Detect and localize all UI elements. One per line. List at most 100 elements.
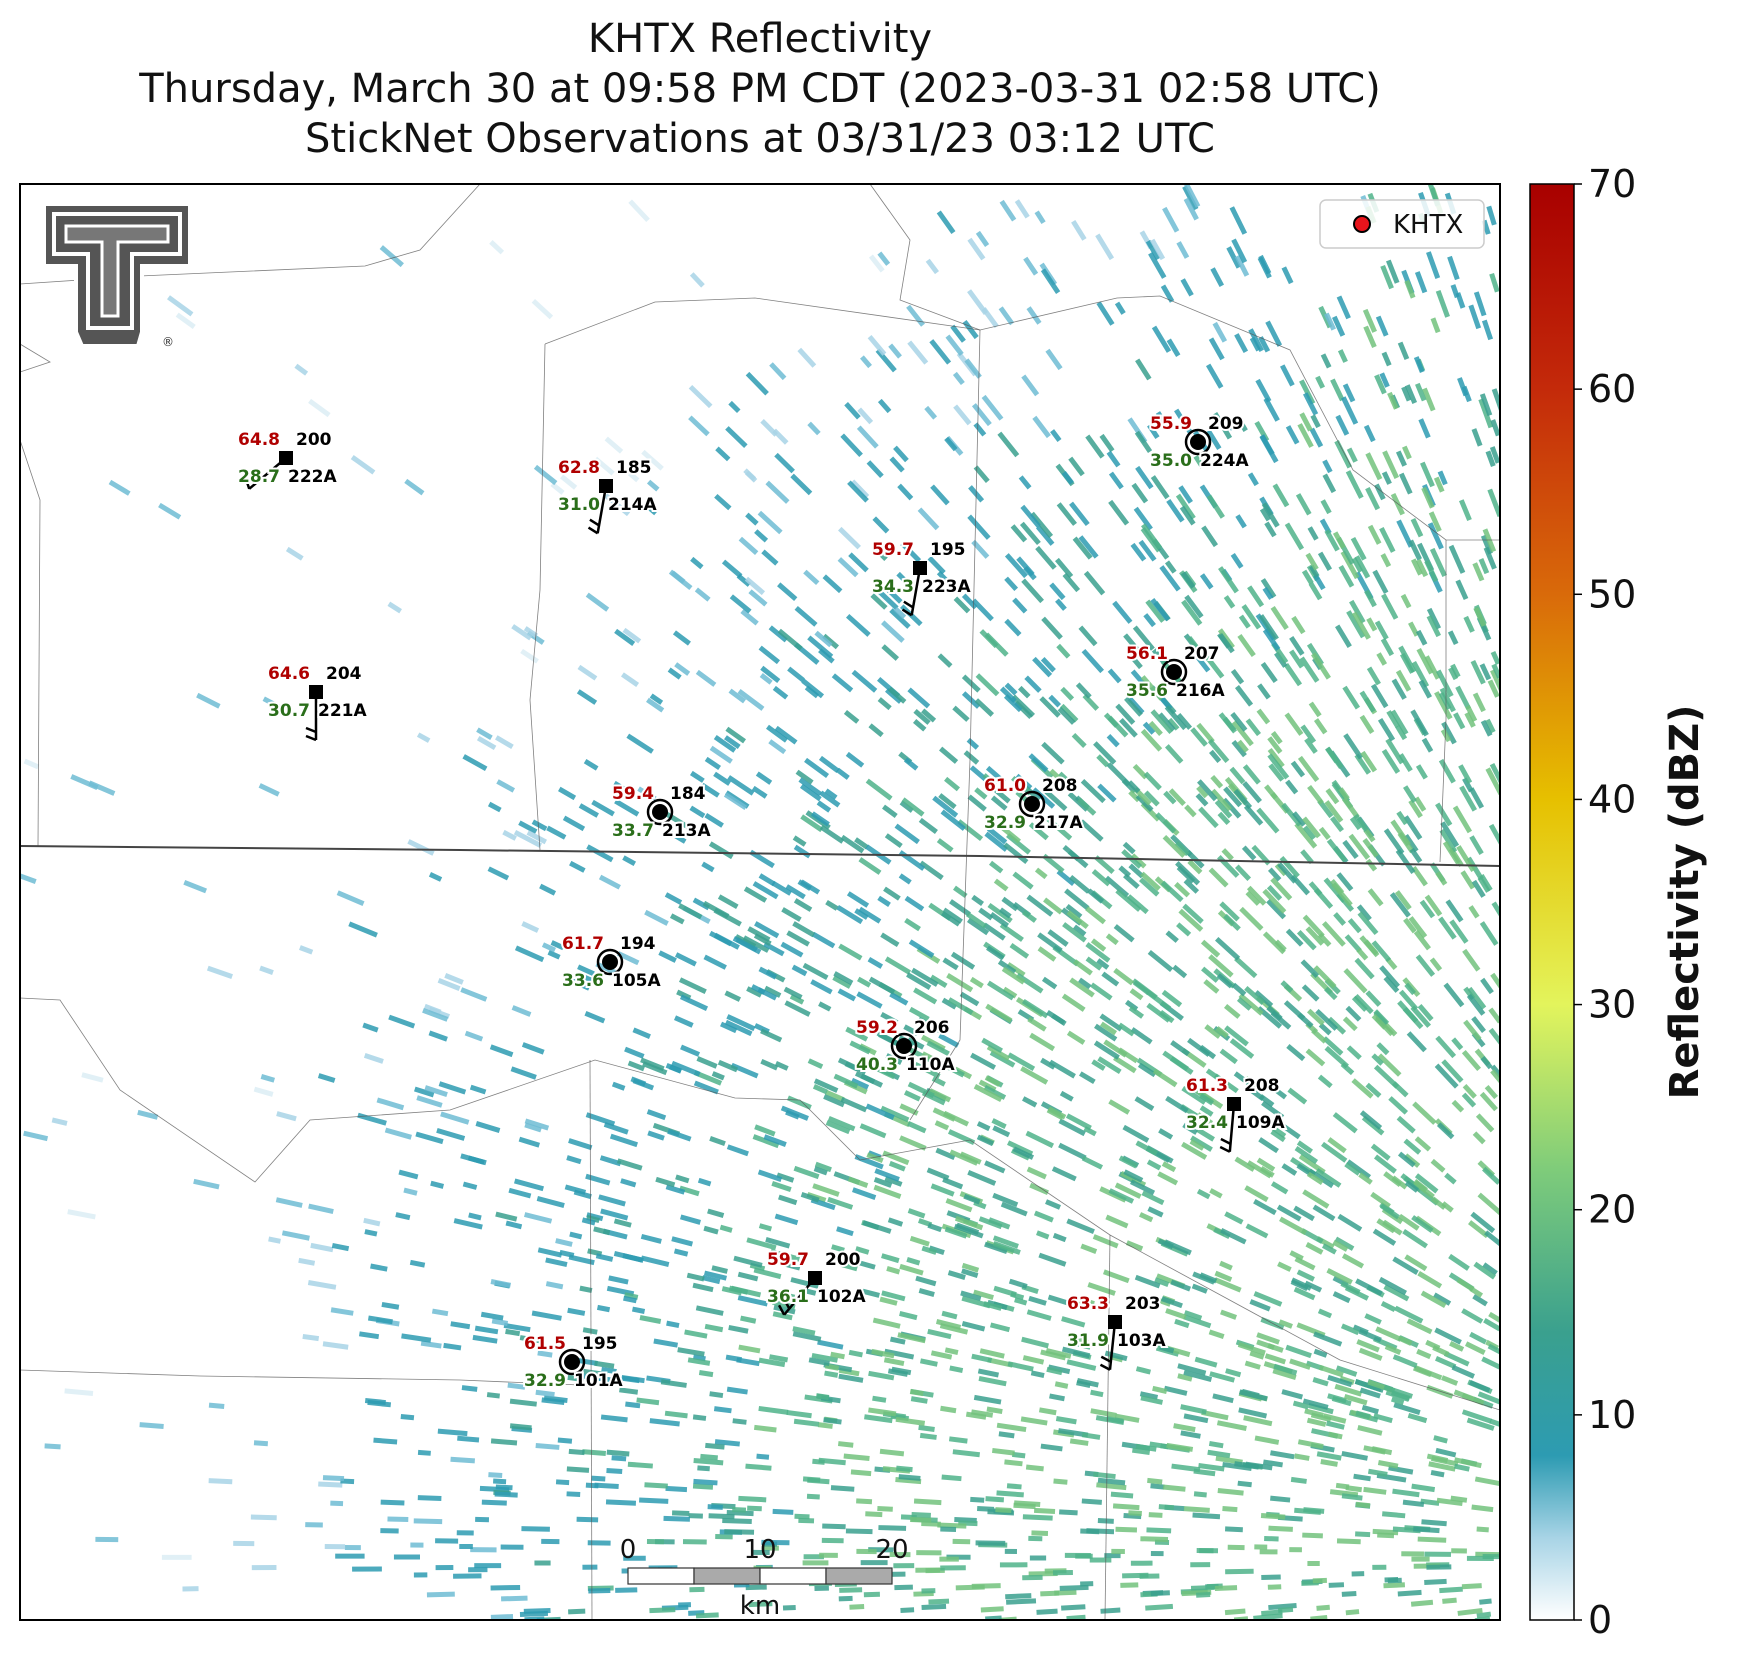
station-temperature: 63.3 xyxy=(1067,1294,1109,1314)
calm-wind-circle-icon xyxy=(1018,790,1046,818)
station-observations: 64.8 200 28.7 222A 62.8 185 31.0 214A 55.9 209 35.… xyxy=(236,412,1287,1393)
station-dewpoint: 31.9 xyxy=(1067,1331,1109,1351)
scale-tick-20: 20 xyxy=(875,1535,908,1565)
station-plot-221A[interactable]: 64.6 204 30.7 221A xyxy=(266,662,369,742)
colorbar-tick-label: 70 xyxy=(1588,162,1636,206)
logo-registered-mark: ® xyxy=(162,335,174,349)
station-plot-101A[interactable]: 61.5 195 32.9 101A xyxy=(522,1332,625,1393)
station-plot-213A[interactable]: 59.4 184 33.7 213A xyxy=(610,782,713,843)
station-dewpoint: 36.1 xyxy=(767,1287,809,1307)
legend-label: KHTX xyxy=(1393,210,1463,240)
station-wind-direction: 206 xyxy=(914,1018,950,1038)
colorbar-tick-label: 60 xyxy=(1588,367,1636,411)
station-square-icon xyxy=(913,561,927,575)
wind-barb-flag-icon xyxy=(250,473,257,485)
colorbar-tick-label: 0 xyxy=(1588,1598,1612,1642)
station-plot-222A[interactable]: 64.8 200 28.7 222A xyxy=(236,428,339,490)
scale-tick-10: 10 xyxy=(743,1535,776,1565)
station-wind-direction: 209 xyxy=(1208,414,1244,434)
station-circle-icon xyxy=(652,804,668,820)
station-temperature: 59.7 xyxy=(767,1250,809,1270)
station-plot-109A[interactable]: 61.3 208 32.4 109A xyxy=(1184,1074,1287,1153)
station-wind-direction: 194 xyxy=(620,934,656,954)
station-dewpoint: 33.7 xyxy=(612,821,654,841)
station-id: 214A xyxy=(608,495,657,515)
station-temperature: 62.8 xyxy=(558,458,600,478)
title-line-1: KHTX Reflectivity xyxy=(587,16,933,62)
county-line xyxy=(1439,540,1447,863)
station-plot-216A[interactable]: 56.1 207 35.6 216A xyxy=(1124,642,1227,703)
wind-barb-flag-icon xyxy=(244,478,251,490)
station-dewpoint: 32.4 xyxy=(1186,1113,1228,1133)
state-boundary xyxy=(20,845,1500,867)
wind-barb-flag-icon xyxy=(1220,1137,1232,1145)
station-dewpoint: 31.0 xyxy=(558,495,600,515)
station-id: 217A xyxy=(1034,813,1083,833)
county-line xyxy=(20,1369,581,1386)
station-temperature: 59.2 xyxy=(856,1018,898,1038)
station-temperature: 61.7 xyxy=(562,934,604,954)
station-dewpoint: 32.9 xyxy=(524,1371,566,1391)
colorbar-ramp xyxy=(1529,183,1575,1621)
scale-tick-0: 0 xyxy=(620,1535,637,1565)
station-plot-214A[interactable]: 62.8 185 31.0 214A xyxy=(556,456,659,535)
colorbar-tick-label: 10 xyxy=(1588,1393,1636,1437)
station-wind-direction: 195 xyxy=(582,1334,618,1354)
county-line xyxy=(20,343,51,373)
station-circle-icon xyxy=(602,954,618,970)
station-dewpoint: 33.6 xyxy=(562,971,604,991)
station-plot-102A[interactable]: 59.7 200 36.1 102A xyxy=(765,1248,868,1316)
county-line xyxy=(869,184,981,331)
county-line xyxy=(589,1059,593,1620)
station-square-icon xyxy=(599,479,613,493)
station-id: 101A xyxy=(574,1371,623,1391)
station-wind-direction: 207 xyxy=(1184,644,1220,664)
station-circle-icon xyxy=(1166,664,1182,680)
station-plot-105A[interactable]: 61.7 194 33.6 105A xyxy=(560,932,663,993)
station-wind-direction: 208 xyxy=(1244,1076,1280,1096)
scale-unit: km xyxy=(740,1591,780,1621)
station-square-icon xyxy=(279,451,293,465)
scale-bar: 0 10 20 km xyxy=(620,1535,909,1621)
wind-barb-flag-icon xyxy=(1100,1355,1112,1363)
station-plot-223A[interactable]: 59.7 195 34.3 223A xyxy=(870,538,973,617)
station-dewpoint: 35.0 xyxy=(1150,451,1192,471)
station-id: 110A xyxy=(906,1055,955,1075)
calm-wind-circle-icon xyxy=(1160,658,1188,686)
station-id: 105A xyxy=(612,971,661,991)
county-line xyxy=(909,329,981,1121)
station-id: 109A xyxy=(1236,1113,1285,1133)
county-line xyxy=(20,439,41,847)
station-dewpoint: 32.9 xyxy=(984,813,1026,833)
station-id: 216A xyxy=(1176,681,1225,701)
colorbar-label: Reflectivity (dBZ) xyxy=(1662,705,1708,1100)
wind-barb-flag-icon xyxy=(305,734,317,742)
colorbar-tick-label: 40 xyxy=(1588,777,1636,821)
county-line xyxy=(20,997,1500,1411)
station-circle-icon xyxy=(896,1038,912,1054)
map-frame xyxy=(19,183,1501,1621)
station-id: 223A xyxy=(922,577,971,597)
wind-barb-flag-icon xyxy=(783,1298,791,1310)
reflectivity-layer xyxy=(20,184,1500,1620)
station-id: 222A xyxy=(288,467,337,487)
colorbar-ticks: 0 10 20 30 40 50 60 70 xyxy=(1574,162,1636,1642)
title-line-2: Thursday, March 30 at 09:58 PM CDT (2023… xyxy=(139,66,1381,112)
calm-wind-circle-icon xyxy=(1184,428,1212,456)
wind-barb-flag-icon xyxy=(1219,1145,1231,1153)
station-temperature: 56.1 xyxy=(1126,644,1168,664)
station-plot-103A[interactable]: 63.3 203 31.9 103A xyxy=(1065,1292,1168,1371)
station-id: 102A xyxy=(817,1287,866,1307)
station-wind-direction: 195 xyxy=(930,540,966,560)
title-block: KHTX Reflectivity Thursday, March 30 at … xyxy=(0,14,1520,164)
station-plot-224A[interactable]: 55.9 209 35.0 224A xyxy=(1148,412,1251,473)
station-circle-icon xyxy=(1190,434,1206,450)
station-plot-217A[interactable]: 61.0 208 32.9 217A xyxy=(982,774,1085,835)
station-id: 103A xyxy=(1117,1331,1166,1351)
calm-wind-circle-icon xyxy=(596,948,624,976)
wind-barb-flag-icon xyxy=(903,600,914,609)
county-line xyxy=(544,295,1500,541)
station-plot-110A[interactable]: 59.2 206 40.3 110A xyxy=(854,1016,957,1077)
wind-barb-flag-icon xyxy=(587,526,599,535)
